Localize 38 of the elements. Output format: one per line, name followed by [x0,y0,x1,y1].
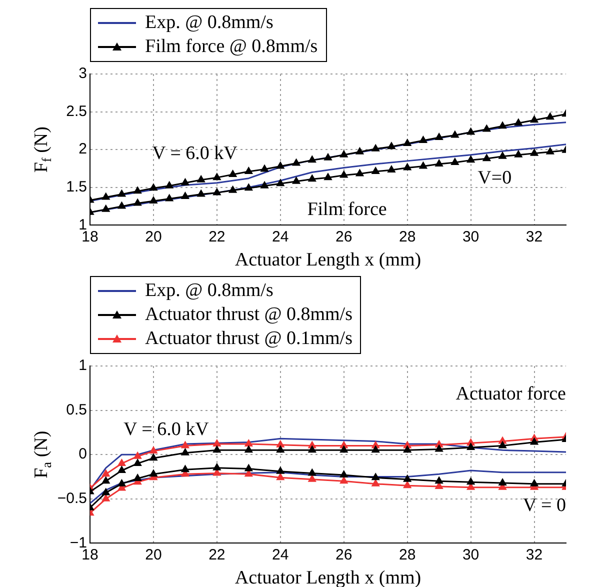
x-tick-label: 32 [526,546,543,564]
y-tick-label: 1 [78,357,87,374]
x-tick-label: 18 [82,228,98,246]
annotation: Film force [307,199,387,220]
legend-label: Exp. @ 0.8mm/s [145,279,274,303]
annotation: V=0 [478,167,512,188]
legend-label: Exp. @ 0.8mm/s [145,11,274,35]
x-tick-label: 24 [272,228,289,246]
y-tick-label: 1.5 [66,178,87,196]
y-tick-label: −0.5 [57,490,87,508]
x-tick-label: 32 [526,228,543,246]
x-tick-label: 26 [336,228,352,246]
x-tick-label: 28 [398,546,416,564]
y-tick-label: 0 [78,446,87,463]
y-axis-title: Ff (N) [30,126,54,173]
x-tick-label: 30 [462,228,480,246]
x-tick-label: 18 [82,546,98,564]
x-tick-label: 20 [145,546,162,564]
legend-label: Actuator thrust @ 0.1mm/s [145,327,352,351]
y-tick-label: 3 [78,65,87,82]
x-tick-label: 30 [462,546,480,564]
annotation: V = 6.0 kV [152,143,238,164]
x-tick-label: 20 [145,228,162,246]
y-tick-label: 2 [78,140,87,158]
y-tick-label: 0.5 [66,401,87,418]
legend-label: Film force @ 0.8mm/s [145,35,318,59]
x-tick-label: 24 [272,546,289,564]
x-tick-label: 28 [398,228,416,246]
x-tick-label: 22 [208,228,226,246]
y-tick-label: 2.5 [66,102,87,120]
legend-label: Actuator thrust @ 0.8mm/s [145,303,352,327]
y-axis-title: Fa (N) [30,430,54,478]
annotation: V = 0 [522,494,566,516]
annotation: V = 6.0 kV [123,418,210,440]
x-tick-label: 26 [336,546,352,564]
x-axis-title: Actuator Length x (mm) [234,250,422,271]
x-tick-label: 22 [208,546,226,564]
annotation: Actuator force [456,383,566,404]
